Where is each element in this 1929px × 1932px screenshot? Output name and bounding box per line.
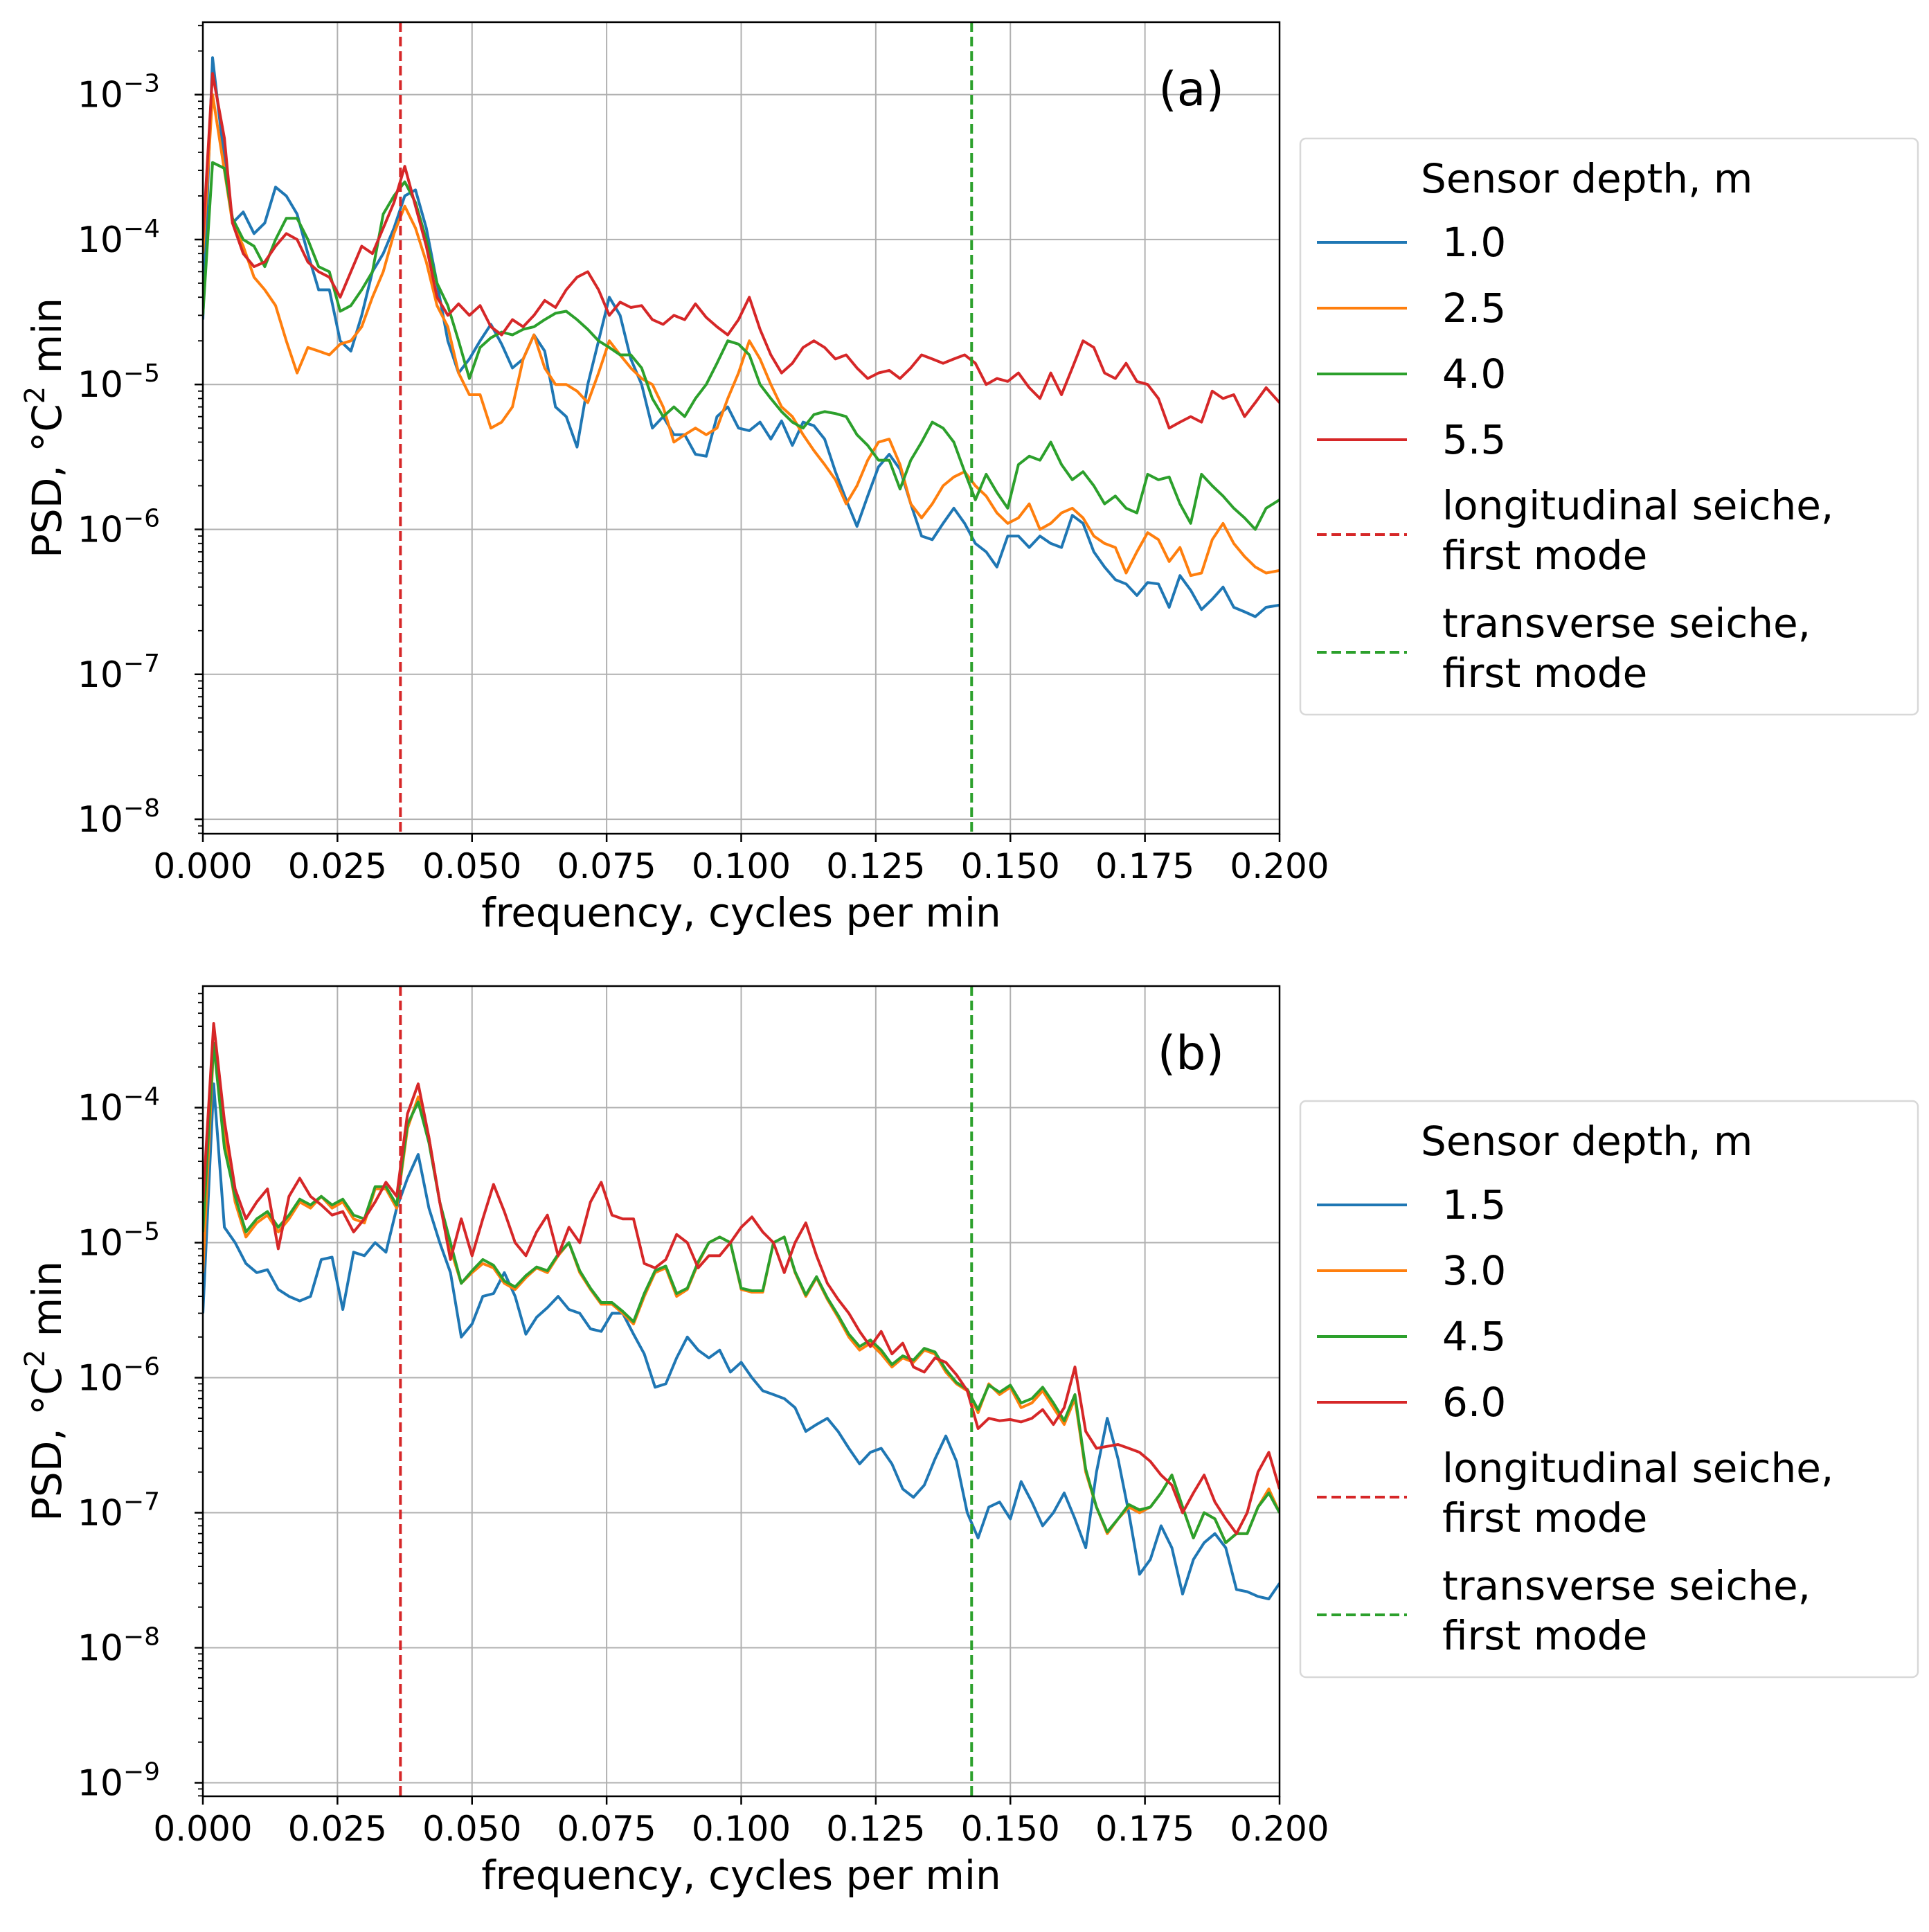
x-tick-label: 0.000 (153, 846, 252, 886)
y-tick-label: 10−4 (78, 215, 160, 261)
series-line-6.0 (203, 1022, 1280, 1535)
x-tick-label: 0.200 (1230, 1809, 1329, 1849)
legend-label-line2: first mode (1442, 650, 1647, 697)
series-line-1.5 (203, 1082, 1280, 1600)
x-tick-label: 0.150 (961, 846, 1060, 886)
x-tick-label: 0.200 (1230, 846, 1329, 886)
legend-label: 1.5 (1442, 1181, 1506, 1228)
x-tick-label: 0.025 (288, 1809, 387, 1849)
legend-label: 4.5 (1442, 1313, 1506, 1360)
y-axis-label: PSD, °C2 min (19, 1261, 71, 1521)
legend-title: Sensor depth, m (1421, 1118, 1752, 1165)
legend-label-line2: first mode (1442, 1612, 1647, 1659)
panel-label: (a) (1158, 62, 1224, 117)
panel-label: (b) (1158, 1026, 1224, 1081)
series-line-1.0 (203, 56, 1280, 618)
x-tick-label: 0.125 (826, 1809, 925, 1849)
legend-label: 3.0 (1442, 1247, 1506, 1294)
y-tick-label: 10−5 (78, 1218, 160, 1264)
series-group (203, 1022, 1280, 1600)
x-tick-label: 0.175 (1095, 846, 1194, 886)
x-tick-label: 0.125 (826, 846, 925, 886)
legend-label: 5.5 (1442, 416, 1506, 463)
x-tick-label: 0.025 (288, 846, 387, 886)
series-line-2.5 (203, 93, 1280, 578)
x-tick-label: 0.150 (961, 1809, 1060, 1849)
x-tick-label: 0.075 (557, 1809, 656, 1849)
legend-label: 4.0 (1442, 350, 1506, 397)
series-group (203, 56, 1280, 618)
legend-box (1299, 137, 1919, 716)
legend-title: Sensor depth, m (1421, 155, 1752, 202)
y-tick-label: 10−7 (78, 650, 160, 696)
x-tick-label: 0.100 (692, 1809, 791, 1849)
x-axis-label: frequency, cycles per min (481, 889, 1001, 936)
series-line-5.5 (203, 72, 1280, 430)
legend-label-line2: first mode (1442, 532, 1647, 579)
legend-box (1299, 1100, 1919, 1679)
legend: Sensor depth, m 1.5 3.0 4.5 6.0 longitudinal … (1299, 1100, 1919, 1679)
x-tick-label: 0.175 (1095, 1809, 1194, 1849)
x-tick-label: 0.050 (422, 1809, 521, 1849)
y-tick-label: 10−6 (78, 505, 160, 551)
legend-label: 2.5 (1442, 285, 1506, 332)
y-axis-label: PSD, °C2 min (19, 298, 71, 558)
y-tick-label: 10−9 (78, 1758, 160, 1805)
grid (202, 986, 1280, 1796)
y-tick-label: 10−5 (78, 359, 160, 406)
x-tick-label: 0.050 (422, 846, 521, 886)
y-tick-label: 10−6 (78, 1353, 160, 1399)
legend-label: transverse seiche, (1442, 600, 1811, 647)
y-tick-label: 10−3 (78, 70, 160, 116)
y-tick-label: 10−7 (78, 1488, 160, 1535)
y-tick-label: 10−4 (78, 1083, 160, 1129)
legend-label: longitudinal seiche, (1442, 482, 1833, 529)
legend-label: longitudinal seiche, (1442, 1444, 1833, 1492)
legend: Sensor depth, m 1.0 2.5 4.0 5.5 longitudinal … (1299, 137, 1919, 716)
x-tick-label: 0.100 (692, 846, 791, 886)
legend-label: 6.0 (1442, 1379, 1506, 1426)
legend-label: 1.0 (1442, 219, 1506, 266)
panel-b: 0.000 0.025 0.050 0.075 0.100 0.125 0.150 0.175… (19, 985, 1919, 1899)
y-tick-label: 10−8 (78, 794, 160, 841)
y-tick-label: 10−8 (78, 1623, 160, 1670)
x-tick-label: 0.000 (153, 1809, 252, 1849)
legend-label: transverse seiche, (1442, 1562, 1811, 1609)
x-axis-label: frequency, cycles per min (481, 1852, 1001, 1899)
panel-a: 0.000 0.025 0.050 0.075 0.100 0.125 0.150 0.175… (19, 21, 1919, 936)
x-tick-label: 0.075 (557, 846, 656, 886)
legend-label-line2: first mode (1442, 1494, 1647, 1541)
